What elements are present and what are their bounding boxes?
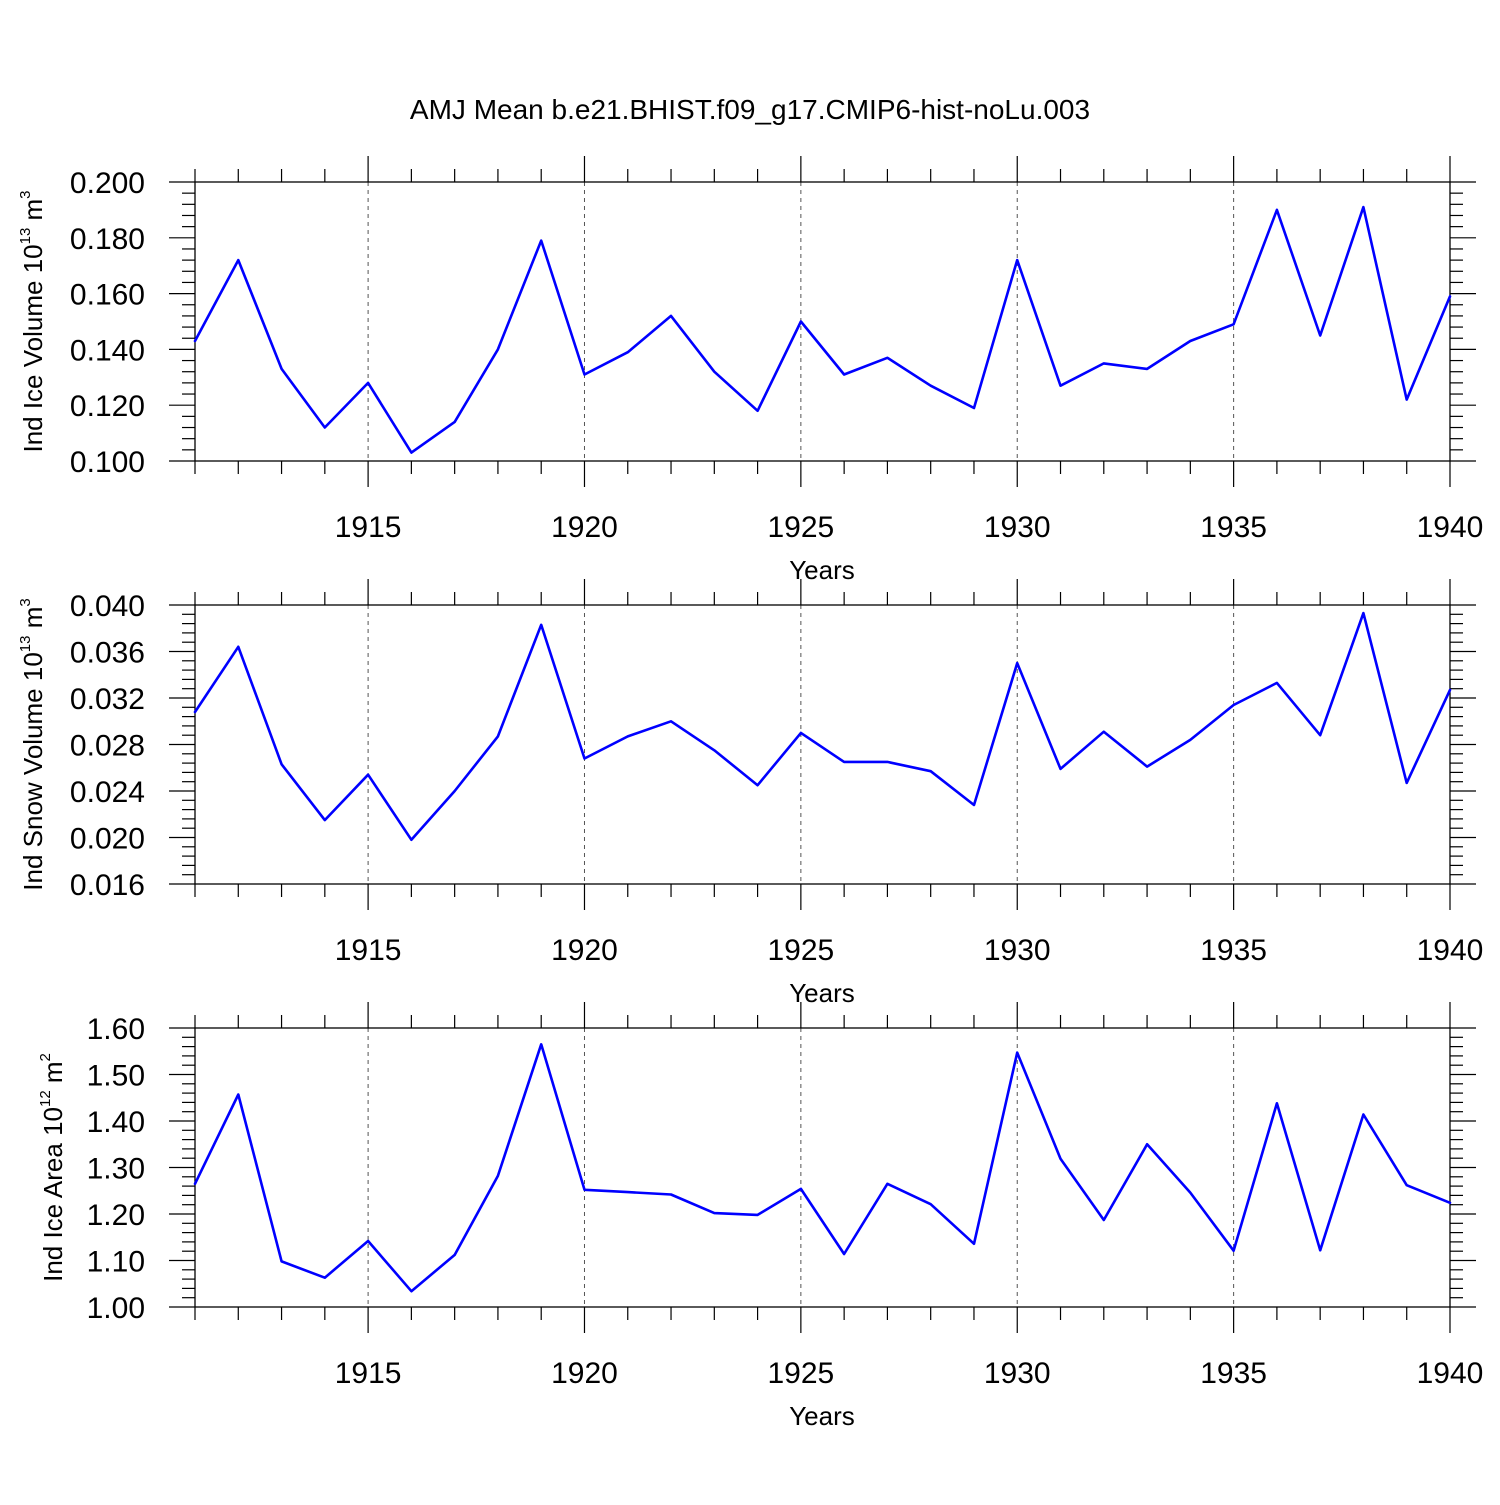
y-tick-label: 0.160 — [70, 279, 145, 312]
y-tick-label: 0.180 — [70, 223, 145, 256]
y-tick-label: 1.20 — [87, 1199, 145, 1232]
y-tick-label: 0.028 — [70, 730, 145, 763]
y-axis-title: Ind Ice Volume 1013 m3 — [17, 190, 48, 452]
figure-title: AMJ Mean b.e21.BHIST.f09_g17.CMIP6-hist-… — [410, 94, 1090, 125]
y-tick-label: 0.024 — [70, 776, 145, 809]
panel-3: 1.00 1.10 1.20 1.30 1.40 1.50 1.60 1915 1920 1925… — [37, 1002, 1483, 1431]
y-tick-label: 0.200 — [70, 167, 145, 200]
y-tick-label: 1.60 — [87, 1013, 145, 1046]
x-tick-label: 1915 — [335, 1357, 402, 1390]
x-tick-label: 1915 — [335, 511, 402, 544]
y-tick-label: 1.30 — [87, 1153, 145, 1186]
y-axis-title: Ind Ice Area 1012 m2 — [37, 1053, 68, 1282]
y-axis-title-unit: m — [18, 199, 48, 228]
y-axis-title-text: Ind Ice Volume 10 — [18, 244, 48, 452]
y-axis-title: Ind Snow Volume 1013 m3 — [17, 598, 48, 890]
y-tick-label: 0.032 — [70, 683, 145, 716]
y-tick-label: 0.016 — [70, 869, 145, 902]
y-tick-label: 0.040 — [70, 590, 145, 623]
x-tick-label: 1930 — [984, 934, 1051, 967]
x-tick-label: 1920 — [551, 934, 618, 967]
y-axis-title-unit-exponent: 3 — [17, 190, 34, 198]
x-tick-label: 1925 — [767, 934, 834, 967]
y-tick-label: 0.120 — [70, 390, 145, 423]
y-tick-label: 0.100 — [70, 446, 145, 479]
y-axis-title-exponent: 13 — [17, 636, 34, 653]
x-axis-title: Years — [789, 555, 855, 585]
x-axis-title: Years — [789, 978, 855, 1008]
x-tick-label: 1935 — [1200, 511, 1267, 544]
y-axis-title-unit-exponent: 3 — [17, 598, 34, 606]
plot-frame — [194, 604, 1451, 885]
y-axis-title-exponent: 12 — [37, 1090, 54, 1107]
y-tick-label: 1.10 — [87, 1246, 145, 1279]
x-tick-label: 1940 — [1417, 934, 1484, 967]
x-tick-label: 1940 — [1417, 1357, 1484, 1390]
x-tick-label: 1915 — [335, 934, 402, 967]
x-tick-label: 1940 — [1417, 511, 1484, 544]
x-axis-title: Years — [789, 1401, 855, 1431]
y-tick-label: 0.036 — [70, 637, 145, 670]
y-axis-title-unit-exponent: 2 — [37, 1053, 54, 1061]
y-axis-title-text: Ind Snow Volume 10 — [18, 652, 48, 891]
x-tick-label: 1925 — [767, 511, 834, 544]
y-tick-label: 0.140 — [70, 334, 145, 367]
panel-1: 0.100 0.120 0.140 0.160 0.180 0.200 1915 1920 19… — [17, 156, 1483, 585]
panel-2: 0.016 0.020 0.024 0.028 0.032 0.036 0.040 1915 1… — [17, 579, 1483, 1008]
x-tick-label: 1925 — [767, 1357, 834, 1390]
y-tick-label: 1.00 — [87, 1292, 145, 1325]
series-line — [193, 1043, 1452, 1293]
y-axis-title-exponent: 13 — [17, 228, 34, 245]
x-tick-label: 1935 — [1200, 934, 1267, 967]
y-axis-title-text: Ind Ice Area 10 — [38, 1107, 68, 1282]
y-tick-label: 1.40 — [87, 1106, 145, 1139]
y-axis-title-unit: m — [38, 1061, 68, 1090]
x-tick-label: 1920 — [551, 511, 618, 544]
y-tick-label: 0.020 — [70, 823, 145, 856]
series-line — [193, 205, 1452, 454]
x-tick-label: 1930 — [984, 511, 1051, 544]
plot-frame — [194, 1027, 1451, 1308]
y-tick-label: 1.50 — [87, 1060, 145, 1093]
series-line — [193, 611, 1452, 842]
plot-frame — [194, 181, 1451, 462]
x-tick-label: 1920 — [551, 1357, 618, 1390]
x-tick-label: 1930 — [984, 1357, 1051, 1390]
x-tick-label: 1935 — [1200, 1357, 1267, 1390]
y-axis-title-unit: m — [18, 607, 48, 636]
